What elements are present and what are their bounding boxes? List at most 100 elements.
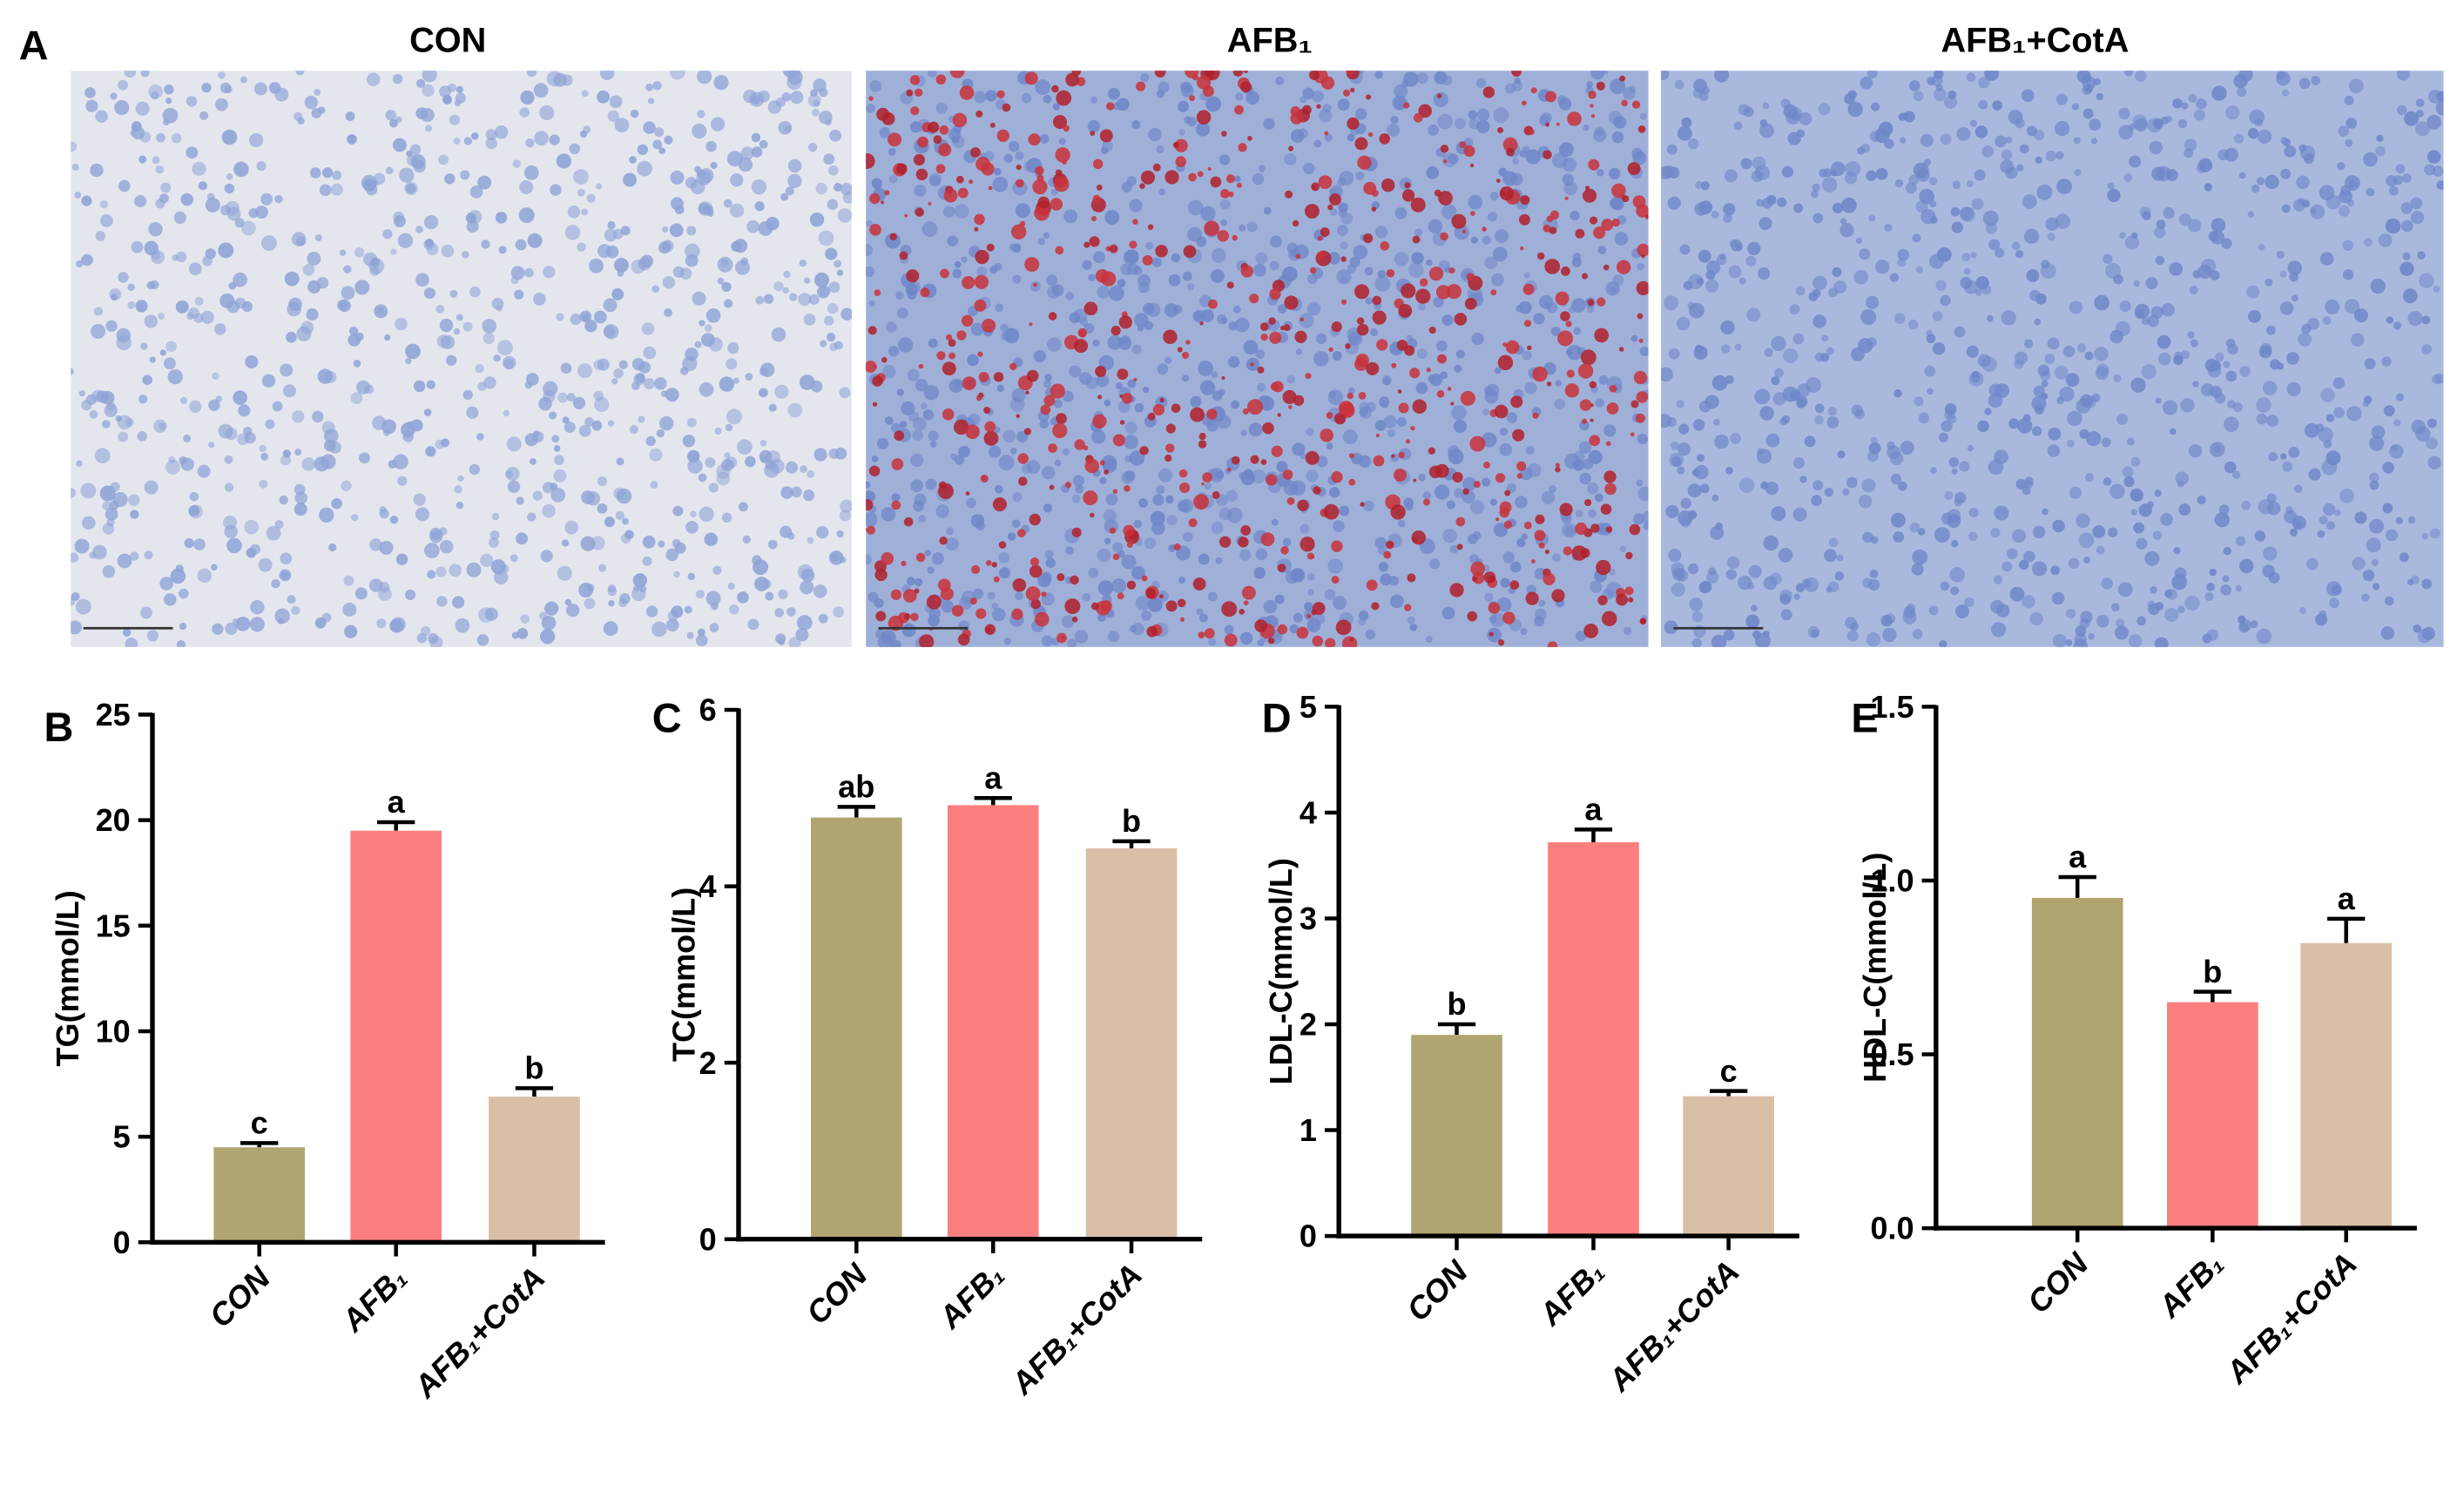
cell	[122, 628, 132, 637]
lipid-droplet	[1056, 413, 1067, 424]
cell	[1471, 332, 1484, 346]
lipid-droplet	[1099, 460, 1105, 466]
cell	[1105, 493, 1118, 506]
lipid-droplet	[977, 351, 983, 357]
lipid-droplet	[1443, 159, 1448, 164]
lipid-droplet	[1358, 391, 1367, 400]
cell	[1134, 313, 1149, 327]
cell	[454, 485, 462, 494]
cell	[1897, 248, 1910, 261]
cell	[2329, 597, 2339, 609]
cell	[1338, 202, 1348, 213]
cell	[1995, 135, 2007, 148]
y-tick-label: 15	[96, 908, 131, 943]
lipid-droplet	[1266, 474, 1278, 486]
cell	[958, 445, 970, 458]
cell	[1521, 533, 1529, 540]
lipid-droplet	[1637, 313, 1644, 320]
cell	[341, 480, 352, 492]
lipid-droplet	[1611, 183, 1626, 199]
lipid-droplet	[875, 611, 887, 622]
cell	[2256, 397, 2272, 413]
cell	[2117, 582, 2133, 597]
cell	[2155, 601, 2164, 611]
cell	[2015, 250, 2024, 259]
lipid-droplet	[1559, 503, 1573, 516]
lipid-droplet	[1018, 476, 1028, 486]
cell	[705, 591, 721, 606]
cell	[453, 327, 461, 335]
cell	[868, 300, 875, 307]
cell	[1759, 406, 1774, 421]
cell	[2035, 156, 2042, 165]
cell	[1631, 147, 1644, 159]
lipid-droplet	[942, 408, 955, 421]
cell	[1586, 482, 1599, 495]
micrographs	[71, 71, 2444, 647]
cell	[1762, 102, 1770, 110]
cell	[1271, 518, 1279, 526]
lipid-droplet	[989, 122, 996, 128]
cell	[645, 435, 656, 447]
lipid-droplet	[1122, 371, 1126, 375]
cell	[2214, 512, 2230, 528]
lipid-droplet	[1326, 412, 1333, 419]
cell	[1327, 558, 1343, 574]
lipid-droplet	[1625, 551, 1633, 560]
cell	[489, 530, 500, 540]
cell	[891, 639, 901, 647]
cell	[1940, 294, 1951, 307]
x-tick-label: AFB₁	[334, 1259, 414, 1339]
image-title: AFB₁	[1227, 22, 1313, 60]
cell	[274, 194, 283, 204]
lipid-droplet	[991, 562, 998, 568]
cell	[2247, 128, 2259, 139]
cell	[2410, 575, 2420, 585]
lipid-droplet	[1577, 363, 1594, 379]
lipid-droplet	[1232, 234, 1238, 241]
lipid-droplet	[1089, 236, 1100, 247]
cell	[2382, 462, 2394, 474]
cell	[577, 242, 586, 252]
cell	[1074, 630, 1089, 644]
cell	[2002, 561, 2013, 572]
cell	[1661, 165, 1672, 180]
lipid-droplet	[1447, 387, 1452, 391]
cell	[1782, 386, 1799, 402]
cell	[828, 281, 840, 294]
cell	[2322, 503, 2336, 516]
cell	[1525, 446, 1535, 455]
cell	[1178, 100, 1190, 112]
lipid-droplet	[1178, 469, 1188, 478]
cell	[468, 210, 483, 224]
cell	[2293, 484, 2303, 493]
cell	[871, 456, 879, 462]
cell	[549, 134, 560, 145]
cell	[1129, 625, 1137, 632]
cell	[2305, 557, 2319, 570]
lipid-droplet	[1189, 95, 1196, 102]
lipid-droplet	[1363, 233, 1374, 244]
lipid-droplet	[1269, 331, 1282, 344]
lipid-droplet	[1221, 131, 1227, 137]
cell	[449, 114, 461, 125]
lipid-droplet	[1341, 636, 1358, 647]
cell	[155, 165, 165, 174]
cell	[1225, 489, 1239, 503]
cell	[1255, 548, 1268, 561]
cell	[1668, 348, 1680, 360]
cell	[2032, 525, 2046, 539]
lipid-droplet	[1104, 469, 1110, 475]
cell	[707, 210, 714, 218]
panel-label: C	[652, 695, 682, 740]
cell	[2133, 522, 2145, 534]
cell	[1375, 226, 1388, 239]
cell	[422, 84, 435, 98]
cell	[2083, 108, 2094, 119]
cell	[163, 593, 177, 606]
cell	[1178, 129, 1185, 136]
cell	[1293, 612, 1303, 623]
cell	[928, 172, 942, 186]
cell	[800, 580, 814, 595]
cell	[650, 481, 658, 489]
